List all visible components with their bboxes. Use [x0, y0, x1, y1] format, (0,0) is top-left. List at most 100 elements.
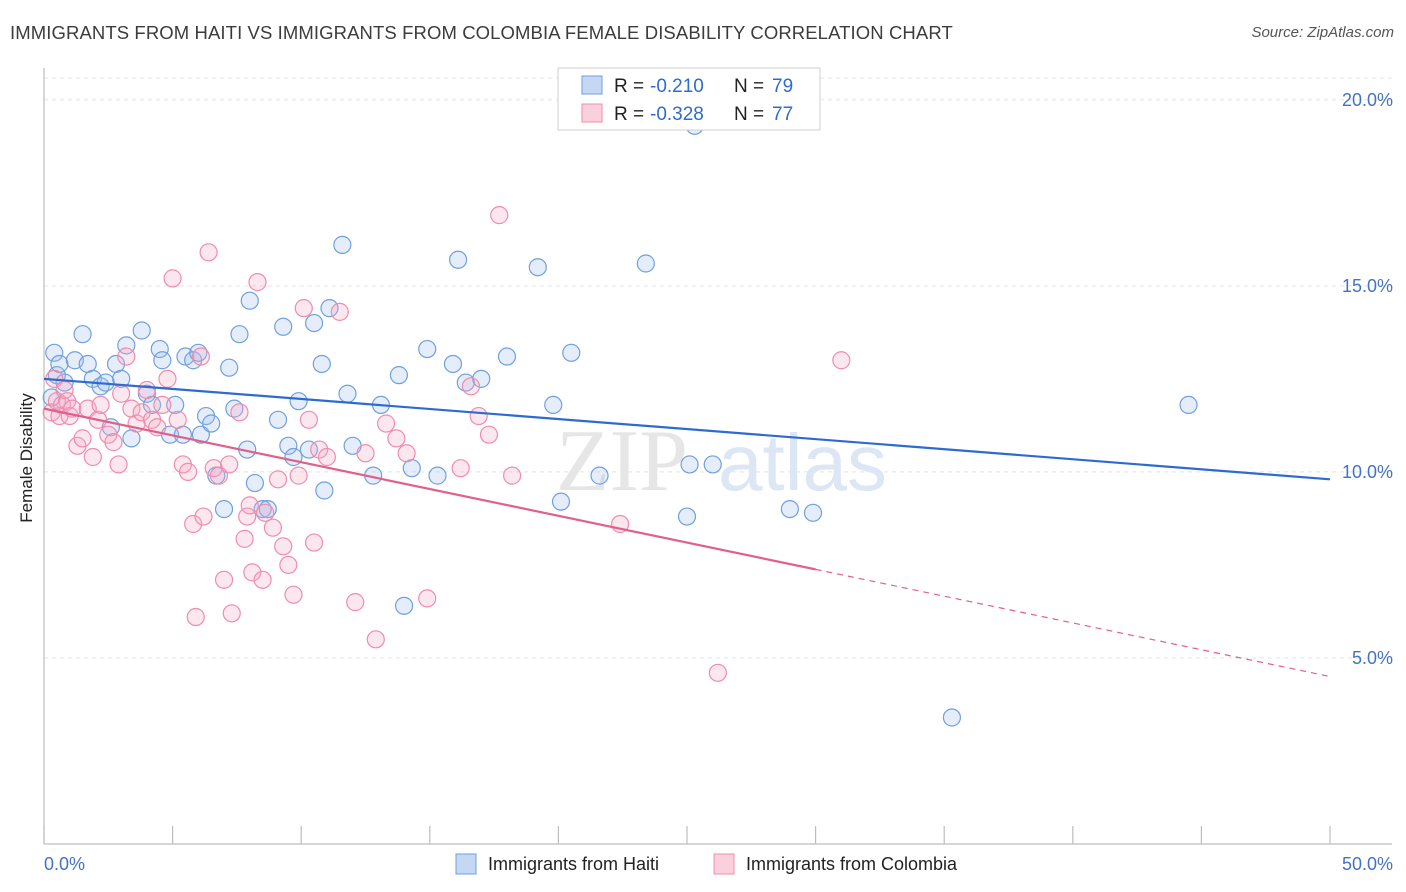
haiti-trend-line — [43, 377, 1331, 481]
haiti-point — [333, 235, 352, 254]
haiti-point — [338, 384, 357, 403]
legend: R = -0.210 N = 79 R = -0.328 N = 77 — [557, 67, 821, 131]
bottom-legend-label-haiti: Immigrants from Haiti — [488, 854, 659, 874]
haiti-point — [279, 436, 298, 455]
haiti-point — [443, 354, 463, 374]
legend-n-label-haiti: N = — [734, 76, 764, 97]
haiti-point — [112, 369, 131, 388]
colombia-point — [451, 459, 470, 478]
haiti-point — [389, 366, 409, 385]
colombia-point — [222, 604, 241, 623]
colombia-point — [832, 351, 851, 370]
haiti-point — [230, 325, 249, 344]
colombia-point — [137, 380, 156, 400]
haiti-point — [304, 313, 324, 333]
y-tick-label: 15.0% — [1342, 276, 1393, 296]
legend-n-value-colombia: 77 — [772, 104, 793, 125]
legend-r-value-haiti: -0.210 — [650, 76, 704, 97]
colombia-point — [132, 403, 151, 422]
colombia-point — [184, 514, 203, 534]
colombia-point — [186, 607, 205, 627]
haiti-point — [150, 339, 169, 359]
colombia-point — [330, 302, 349, 321]
colombia-point — [243, 563, 262, 582]
bottom-legend-swatch-haiti — [455, 853, 477, 875]
haiti-point — [472, 369, 491, 388]
colombia-point — [356, 444, 375, 463]
haiti-point — [780, 499, 799, 519]
colombia-point — [238, 507, 257, 526]
bottom-legend-label-colombia: Immigrants from Colombia — [746, 854, 958, 874]
haiti-point — [191, 425, 210, 444]
y-tick-label: 5.0% — [1352, 648, 1393, 668]
colombia-point — [220, 455, 239, 474]
colombia-point — [469, 406, 488, 426]
axes — [43, 68, 1392, 845]
haiti-point — [803, 503, 823, 522]
haiti-point — [202, 414, 221, 433]
colombia-point — [304, 533, 324, 552]
colombia-point — [366, 630, 385, 649]
watermark-zip: ZIP — [556, 413, 688, 510]
haiti-point — [636, 254, 655, 273]
legend-r-label-haiti: R = — [614, 76, 644, 97]
haiti-point — [315, 481, 334, 500]
colombia-point — [73, 429, 92, 448]
haiti-point — [528, 258, 547, 277]
colombia-point — [376, 414, 396, 433]
colombia-point — [461, 377, 481, 396]
colombia-point — [214, 570, 234, 589]
haiti-point — [1179, 395, 1198, 415]
colombia-point — [284, 585, 303, 604]
colombia-point — [397, 444, 416, 463]
haiti-point — [312, 354, 331, 374]
colombia-point — [109, 455, 128, 474]
colombia-point — [83, 447, 102, 467]
colombia-point — [274, 537, 293, 556]
colombia-trend-line — [43, 407, 816, 571]
haiti-point — [551, 492, 571, 511]
colombia-point — [199, 243, 218, 262]
colombia-point — [708, 663, 727, 682]
haiti-point — [45, 343, 64, 362]
haiti-point — [428, 466, 447, 485]
legend-swatch-colombia — [581, 103, 603, 123]
legend-r-value-colombia: -0.328 — [650, 104, 704, 125]
legend-r-label-colombia: R = — [614, 104, 644, 125]
colombia-point — [503, 466, 522, 485]
colombia-point — [310, 440, 329, 459]
colombia-point — [104, 433, 123, 452]
haiti-point — [394, 596, 414, 615]
legend-n-label-colombia: N = — [734, 104, 764, 125]
colombia-point — [346, 593, 365, 612]
watermark: ZIP atlas — [556, 413, 887, 510]
haiti-point — [497, 347, 517, 366]
haiti-point — [418, 339, 437, 359]
colombia-point — [299, 410, 319, 429]
y-tick-label: 10.0% — [1342, 462, 1393, 482]
colombia-point — [163, 269, 182, 288]
colombia-point — [209, 466, 228, 485]
colombia-point — [248, 273, 267, 292]
x-tick-label: 50.0% — [1342, 854, 1393, 874]
colombia-point — [230, 403, 249, 422]
trend-lines — [43, 377, 1331, 678]
haiti-point — [55, 373, 74, 392]
haiti-point — [320, 299, 339, 318]
haiti-point — [214, 499, 234, 519]
chart-source: Source: ZipAtlas.com — [1251, 24, 1394, 41]
haiti-point — [73, 325, 92, 344]
bottom-legend-swatch-colombia — [713, 853, 735, 875]
colombia-trend-extension — [815, 568, 1331, 678]
haiti-point — [942, 708, 962, 727]
haiti-point — [245, 473, 265, 493]
colombia-point — [256, 503, 275, 522]
colombia-point — [294, 299, 313, 318]
colombia-point — [418, 589, 437, 608]
y-tick-label: 20.0% — [1342, 90, 1393, 110]
haiti-point — [132, 321, 151, 340]
colombia-point — [235, 529, 254, 548]
colombia-point — [168, 410, 187, 429]
haiti-point — [240, 291, 259, 310]
